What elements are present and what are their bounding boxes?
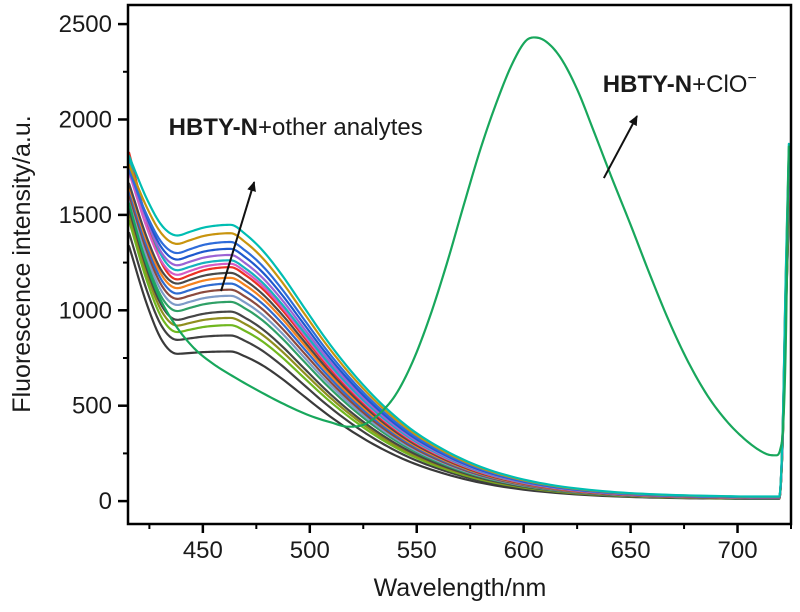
x-tick-label: 450 [183,537,223,564]
series-hbty-n-clo [128,36,790,457]
x-axis-title: Wavelength/nm [374,574,547,602]
series-other-analyte-12 [128,189,790,500]
series-other-analyte-06 [128,158,790,499]
clo-annotation-label: HBTY-N+ClO− [603,70,757,98]
y-tick-label: 1500 [59,202,112,229]
clo-annotation-rest: +ClO [692,71,747,98]
plot-frame [126,3,793,526]
bundle-annotation-rest: +other analytes [258,114,423,141]
y-tick-label: 1000 [59,297,112,324]
axes: 450 500 550 600 650 700 0 500 1000 1500 2000 2500 [59,3,793,564]
bundle-annotation-label: HBTY-N+other analytes [169,114,423,141]
bundle-annotation-arrow [220,181,256,292]
y-tick-label: 500 [72,393,112,420]
series-curves [128,36,790,500]
y-tick-label: 2000 [59,106,112,133]
series-other-analyte-13 [128,193,790,500]
annotations: HBTY-N+other analytes HBTY-N+ClO− [169,70,757,292]
x-tick-label: 500 [290,537,330,564]
clo-annotation-bold: HBTY-N [603,71,692,98]
x-tick-label: 550 [397,537,437,564]
series-other-analyte-02 [128,147,790,498]
y-tick-label: 2500 [59,11,112,38]
series-other-analyte-09 [128,178,790,499]
series-other-analyte-17 [128,206,790,500]
x-tick-label: 600 [504,537,544,564]
y-tick-label: 0 [99,488,112,515]
series-other-analyte-01 [128,142,790,498]
x-tick-label: 650 [611,537,651,564]
clo-annotation-arrow [602,115,638,179]
series-other-analyte-19 [128,212,790,500]
clo-annotation-superscript: − [747,70,756,87]
annotation-arrows [220,115,638,292]
series-other-analyte-04 [128,157,790,499]
series-other-analyte-05 [128,161,790,499]
series-other-analyte-15 [128,200,790,500]
series-other-analyte-18 [128,209,790,500]
y-axis-title: Fluorescence intensity/a.u. [8,115,36,412]
bundle-annotation-bold: HBTY-N [169,114,258,141]
series-other-analyte-10 [128,182,790,499]
x-tick-label: 700 [718,537,758,564]
